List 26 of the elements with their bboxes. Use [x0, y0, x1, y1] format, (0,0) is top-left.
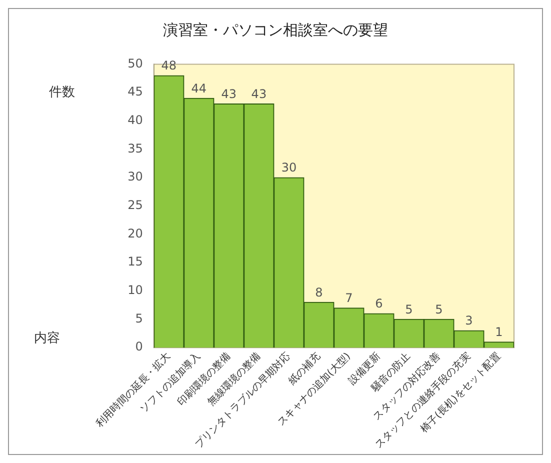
x-axis-title: 内容 [34, 330, 60, 347]
y-tick-label: 5 [135, 311, 143, 326]
data-label: 43 [251, 87, 267, 101]
y-tick-label: 15 [128, 254, 143, 269]
data-label: 43 [221, 87, 237, 101]
y-tick-label: 35 [128, 141, 143, 156]
data-label: 44 [191, 81, 207, 96]
data-label: 3 [465, 314, 473, 328]
y-tick-label: 45 [128, 84, 143, 99]
y-axis-title: 件数 [49, 84, 75, 101]
data-label: 5 [435, 302, 443, 316]
data-label: 30 [281, 160, 297, 175]
y-tick-label: 50 [128, 56, 143, 70]
data-label: 1 [495, 325, 503, 340]
chart-title: 演習室・パソコン相談室への要望 [162, 21, 389, 40]
y-tick-label: 10 [128, 283, 143, 298]
data-label: 48 [161, 58, 177, 73]
y-tick-label: 40 [128, 113, 143, 128]
data-label: 8 [315, 285, 323, 300]
y-tick-label: 20 [128, 226, 143, 240]
data-label: 6 [375, 296, 383, 311]
y-tick-label: 0 [135, 340, 143, 354]
y-tick-label: 25 [128, 198, 143, 212]
y-tick-label: 30 [128, 170, 143, 184]
data-label: 5 [405, 302, 413, 316]
data-label: 7 [345, 291, 353, 306]
